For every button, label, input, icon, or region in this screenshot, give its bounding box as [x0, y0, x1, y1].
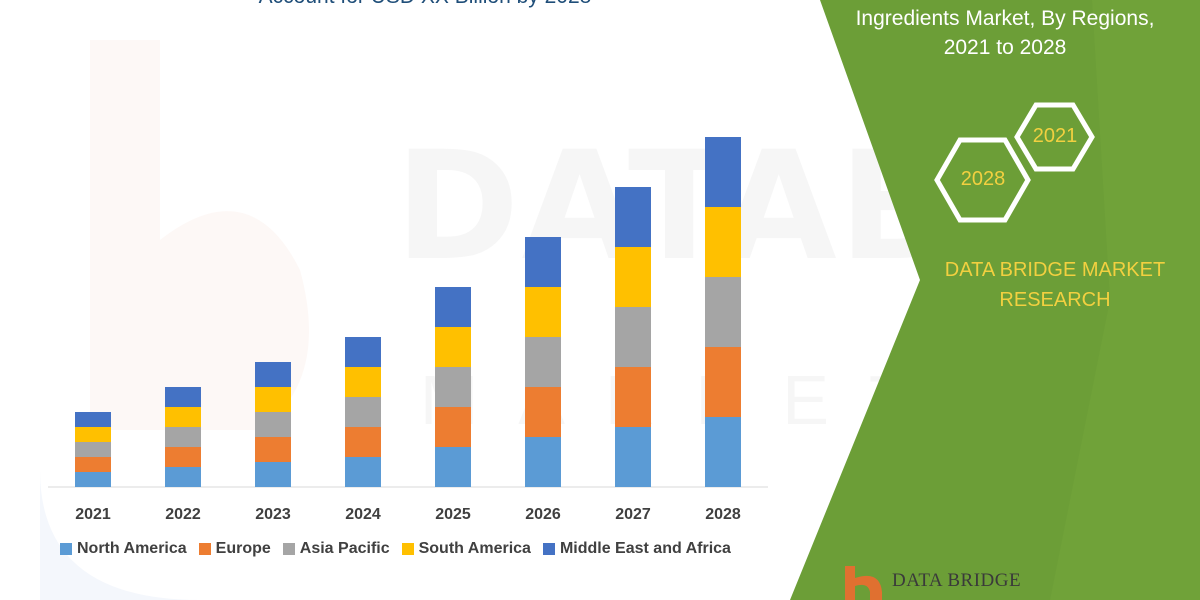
- brand-name: DATA BRIDGE MARKET RESEARCH: [925, 255, 1185, 315]
- hexagon-2021-icon: [1014, 102, 1095, 172]
- hexagon-2028-label: 2028: [960, 168, 1006, 190]
- bar-2026-asia-pacific: [525, 337, 561, 387]
- bar-2025-north-america: [435, 447, 471, 487]
- watermark-logo: [40, 40, 309, 600]
- bar-2027-asia-pacific: [615, 307, 651, 367]
- bar-2024-north-america: [345, 457, 381, 487]
- legend-swatch: [542, 543, 555, 555]
- stacked-bar-chart: 2021 2022 2023 2024 2025 2026 2027 2028: [48, 137, 768, 523]
- x-tick-label: 2022: [165, 506, 201, 523]
- panel-title: Ingredients Market, By Regions, 2021 to …: [830, 4, 1180, 62]
- bar-2021-europe: [75, 457, 111, 472]
- x-tick-label: 2028: [705, 506, 741, 523]
- x-tick-label: 2027: [615, 506, 651, 523]
- bar-2028-europe: [705, 347, 741, 417]
- bar-2022-europe: [165, 447, 201, 467]
- bar-2027-south-america: [615, 247, 651, 307]
- bar-2028-asia-pacific: [705, 277, 741, 347]
- legend-swatch: [401, 543, 414, 555]
- legend-label: South America: [418, 540, 531, 557]
- chart-title: Account for USD XX Billion by 2028: [40, 0, 810, 10]
- panel-title-line2: 2021 to 2028: [943, 36, 1067, 59]
- legend-item: South America: [401, 540, 531, 558]
- bar-2025-south-america: [435, 327, 471, 367]
- bar-2025-middle-east-and-africa: [435, 287, 471, 327]
- chart-legend: North America Europe Asia Pacific South Ame…: [60, 540, 780, 558]
- bar-2026-north-america: [525, 437, 561, 487]
- bar-2027-middle-east-and-africa: [615, 187, 651, 247]
- bar-2026-europe: [525, 387, 561, 437]
- bar-2026-middle-east-and-africa: [525, 237, 561, 287]
- legend-label: Asia Pacific: [299, 540, 390, 557]
- bar-2022-middle-east-and-africa: [165, 387, 201, 407]
- legend-swatch: [60, 543, 72, 555]
- hexagon-2028-icon: [934, 137, 1031, 223]
- bar-2025-asia-pacific: [435, 367, 471, 407]
- bar-2026-south-america: [525, 287, 561, 337]
- bar-2023-south-america: [255, 387, 291, 412]
- bar-2028-north-america: [705, 417, 741, 487]
- brand-name-line1: DATA BRIDGE MARKET: [944, 259, 1166, 281]
- bar-2023-europe: [255, 437, 291, 462]
- legend-label: North America: [77, 540, 187, 557]
- legend-item: North America: [60, 540, 187, 558]
- bar-2023-asia-pacific: [255, 412, 291, 437]
- legend-item: Asia Pacific: [282, 540, 390, 558]
- bar-2022-south-america: [165, 407, 201, 427]
- panel-title-line1: Ingredients Market, By Regions,: [855, 7, 1155, 30]
- bar-2023-north-america: [255, 462, 291, 487]
- bar-2024-middle-east-and-africa: [345, 337, 381, 367]
- bar-2024-europe: [345, 427, 381, 457]
- x-tick-label: 2023: [255, 506, 291, 523]
- bar-2021-asia-pacific: [75, 442, 111, 457]
- bar-2021-north-america: [75, 472, 111, 487]
- bar-2027-europe: [615, 367, 651, 427]
- legend-label: Middle East and Africa: [559, 540, 731, 557]
- bar-2028-south-america: [705, 207, 741, 277]
- x-tick-label: 2026: [525, 506, 561, 523]
- bar-2022-asia-pacific: [165, 427, 201, 447]
- legend-item: Europe: [198, 540, 271, 558]
- bar-2021-south-america: [75, 427, 111, 442]
- bar-2021-middle-east-and-africa: [75, 412, 111, 427]
- legend-item: Middle East and Africa: [542, 540, 731, 558]
- bar-2023-middle-east-and-africa: [255, 362, 291, 387]
- bar-2028-middle-east-and-africa: [705, 137, 741, 207]
- bar-2025-europe: [435, 407, 471, 447]
- legend-swatch: [198, 543, 211, 555]
- bar-2022-north-america: [165, 467, 201, 487]
- watermark-subtext: MARKET: [420, 361, 952, 439]
- x-tick-label: 2021: [75, 506, 111, 523]
- hexagon-2021-label: 2021: [1032, 125, 1078, 147]
- bar-2027-north-america: [615, 427, 651, 487]
- bar-2024-south-america: [345, 367, 381, 397]
- x-tick-label: 2025: [435, 506, 471, 523]
- legend-label: Europe: [215, 540, 271, 557]
- x-tick-label: 2024: [345, 506, 381, 523]
- chart-title-line2: Account for USD XX Billion by 2028: [259, 0, 592, 8]
- bar-2024-asia-pacific: [345, 397, 381, 427]
- footer-logo-text: DATA BRIDGE: [892, 570, 1022, 591]
- legend-swatch: [282, 543, 295, 555]
- data-bridge-logo-icon: [845, 566, 882, 600]
- brand-name-line2: RESEARCH: [999, 289, 1111, 311]
